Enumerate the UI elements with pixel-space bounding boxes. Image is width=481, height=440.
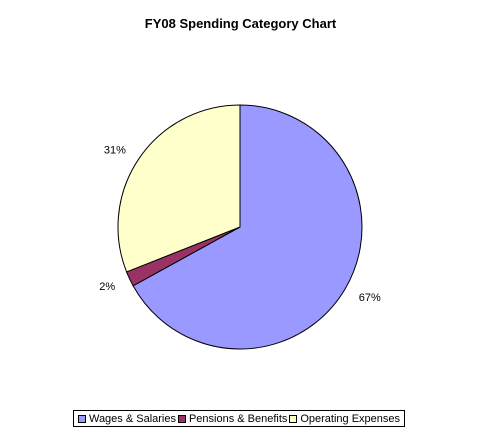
pie-label-pensions: 2% <box>99 281 115 293</box>
pie-slice-wages <box>132 104 363 350</box>
legend-item-pensions: Pensions & Benefits <box>177 412 288 425</box>
legend-swatch-wages <box>77 414 86 423</box>
legend: Wages & Salaries Pensions & Benefits Ope… <box>73 410 405 427</box>
chart-title: FY08 Spending Category Chart <box>144 16 337 31</box>
pie-label-operating: 31% <box>104 144 126 156</box>
legend-item-wages: Wages & Salaries <box>77 412 176 425</box>
legend-label-operating: Operating Expenses <box>300 412 400 425</box>
legend-swatch-operating <box>289 414 298 423</box>
legend-label-wages: Wages & Salaries <box>88 412 176 425</box>
legend-item-operating: Operating Expenses <box>289 413 400 425</box>
legend-swatch-pensions <box>177 414 186 423</box>
legend-label-pensions: Pensions & Benefits <box>188 412 288 425</box>
pie-slice-operating <box>117 104 241 273</box>
pie-label-wages: 67% <box>359 292 381 304</box>
